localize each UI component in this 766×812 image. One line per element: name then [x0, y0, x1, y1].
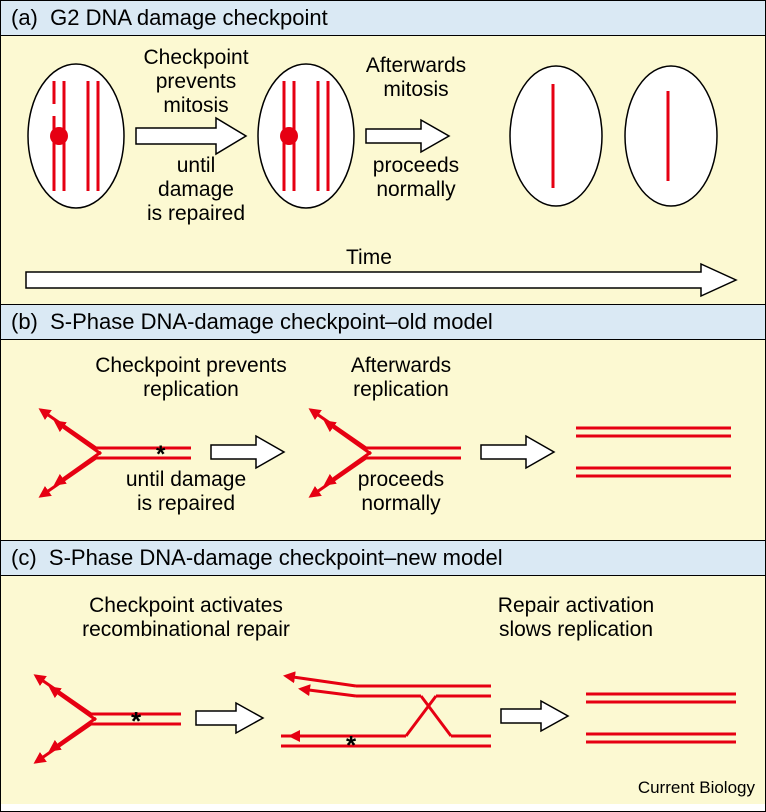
- credit: Current Biology: [638, 778, 755, 798]
- cell-1: [28, 64, 124, 208]
- b-text-top: Checkpoint prevents replication: [86, 354, 296, 402]
- fork-c1: [36, 676, 181, 762]
- product-c: [586, 694, 736, 742]
- cell-2: [258, 64, 354, 208]
- c-damage-2: *: [346, 730, 357, 760]
- arrow-1: [136, 118, 246, 154]
- c-damage-1: *: [131, 706, 142, 736]
- b-text2-top: Afterwards replication: [341, 354, 461, 402]
- panel-b-body: * Che: [1, 340, 765, 540]
- a-text-top: Checkpoint prevents mitosis: [141, 46, 251, 118]
- a-text2-top: Afterwards mitosis: [361, 54, 471, 102]
- arrow-b1: [211, 436, 284, 468]
- arrow-c2: [501, 701, 568, 731]
- arrow-c1: [196, 703, 263, 733]
- recomb-intermediate: [281, 676, 491, 746]
- panel-a-header: (a) G2 DNA damage checkpoint: [1, 1, 765, 36]
- panel-a-body: Checkpoint prevents mitosis until damage…: [1, 36, 765, 304]
- c-text-top: Checkpoint activates recombinational rep…: [71, 594, 301, 642]
- a-text-bot: until damage is repaired: [141, 154, 251, 226]
- panel-c-body: *: [1, 576, 765, 804]
- a-time-label: Time: [346, 246, 392, 270]
- product-b: [576, 428, 731, 476]
- panel-c-label: (c): [11, 545, 37, 570]
- panel-a-title: G2 DNA damage checkpoint: [50, 5, 328, 30]
- panel-b-title: S-Phase DNA-damage checkpoint–old model: [50, 309, 493, 334]
- arrow-2: [366, 120, 449, 152]
- b-text-bot: until damage is repaired: [96, 468, 276, 516]
- b-text2-bot: proceeds normally: [341, 468, 461, 516]
- cell-4: [625, 66, 717, 206]
- panel-b-label: (b): [11, 309, 38, 334]
- cell-3: [510, 66, 602, 206]
- a-text2-bot: proceeds normally: [361, 154, 471, 202]
- panel-a-label: (a): [11, 5, 38, 30]
- arrow-b2: [481, 436, 554, 468]
- panel-c-title: S-Phase DNA-damage checkpoint–new model: [49, 545, 503, 570]
- panel-b-header: (b) S-Phase DNA-damage checkpoint–old mo…: [1, 304, 765, 340]
- panel-c-header: (c) S-Phase DNA-damage checkpoint–new mo…: [1, 540, 765, 576]
- b-damage-1: *: [156, 441, 166, 468]
- figure: (a) G2 DNA damage checkpoint: [0, 0, 766, 812]
- c-text2-top: Repair activation slows replication: [476, 594, 676, 642]
